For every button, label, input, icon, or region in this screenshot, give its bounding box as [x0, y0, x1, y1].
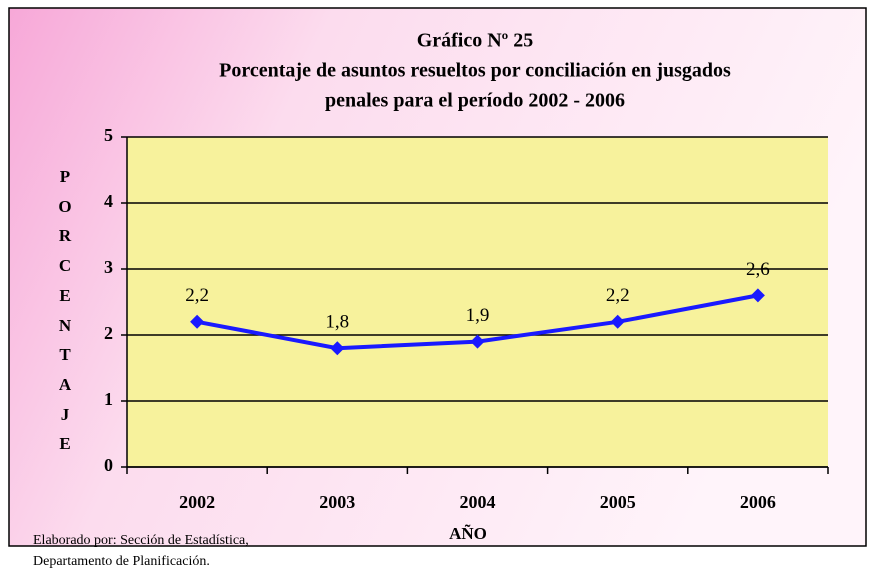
x-tick-label: 2002: [179, 492, 215, 512]
data-label: 2,6: [746, 259, 770, 280]
x-axis-label: AÑO: [449, 524, 487, 543]
data-label: 1,8: [325, 312, 349, 333]
data-label: 2,2: [185, 285, 209, 306]
chart-subtitle: penales para el período 2002 - 2006: [325, 90, 625, 112]
plot-area: [127, 137, 828, 467]
marker: [750, 288, 765, 303]
x-tick-label: 2005: [600, 492, 636, 512]
y-axis-label: PORCENTAJE: [58, 167, 72, 454]
y-tick-label: 3: [104, 257, 113, 277]
y-tick-label: 4: [104, 191, 113, 211]
marker: [610, 314, 625, 329]
note: Departamento de Planificación.: [33, 554, 210, 569]
chart-subtitle: Porcentaje de asuntos resueltos por conc…: [219, 60, 731, 82]
y-tick-label: 5: [104, 125, 113, 145]
note: Elaborado por: Sección de Estadística,: [33, 533, 249, 548]
x-tick-label: 2003: [319, 492, 355, 512]
marker: [330, 341, 345, 356]
marker: [470, 334, 485, 349]
y-tick-label: 2: [104, 323, 113, 343]
data-label: 1,9: [466, 305, 490, 326]
y-tick-label: 1: [104, 389, 113, 409]
y-tick-label: 0: [104, 455, 113, 475]
data-label: 2,2: [606, 285, 630, 306]
x-tick-label: 2006: [740, 492, 776, 512]
x-tick-label: 2004: [460, 492, 496, 512]
marker: [190, 314, 205, 329]
chart-title: Gráfico Nº 25: [417, 30, 534, 52]
